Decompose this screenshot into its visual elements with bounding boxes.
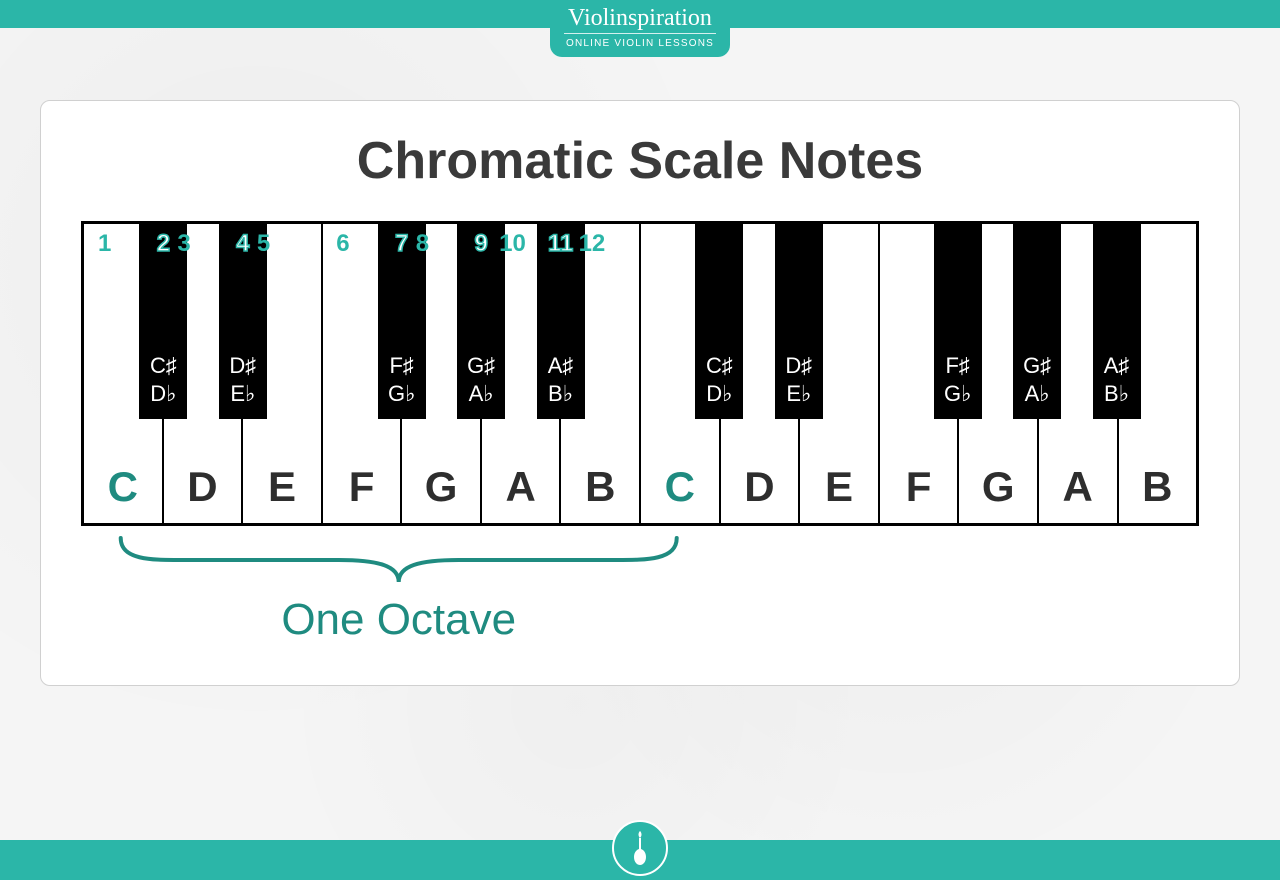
brand-badge: Violinspiration ONLINE VIOLIN LESSONS: [550, 0, 730, 57]
white-note-label: B: [1142, 463, 1172, 511]
white-note-label: F: [906, 463, 932, 511]
brand-divider: [564, 33, 716, 34]
chromatic-number: 4: [236, 230, 249, 258]
white-key: C: [641, 224, 721, 523]
footer-logo-circle: [612, 820, 668, 876]
white-key: C: [84, 224, 164, 523]
white-note-label: A: [506, 463, 536, 511]
white-key: E: [800, 224, 880, 523]
white-key: B: [1119, 224, 1197, 523]
white-note-label: C: [665, 463, 695, 511]
white-note-label: G: [982, 463, 1015, 511]
chromatic-number: 1: [98, 230, 111, 258]
content-card: Chromatic Scale Notes CDEFGABCDEFGAB C♯D…: [40, 100, 1240, 686]
white-note-label: F: [349, 463, 375, 511]
white-key: D: [164, 224, 244, 523]
chromatic-numbers: 123456789101112: [84, 230, 1196, 260]
chromatic-number: 11: [548, 230, 573, 258]
chromatic-number: 6: [336, 230, 349, 258]
violin-icon: [629, 829, 651, 867]
white-key: A: [1039, 224, 1119, 523]
chromatic-number: 5: [257, 230, 270, 258]
brand-name: Violinspiration: [564, 6, 716, 30]
header-bar: Violinspiration ONLINE VIOLIN LESSONS: [0, 0, 1280, 50]
piano-keyboard: CDEFGABCDEFGAB C♯D♭D♯E♭F♯G♭G♯A♭A♯B♭C♯D♭D…: [81, 221, 1199, 526]
chromatic-number: 9: [474, 230, 487, 258]
white-note-label: B: [585, 463, 615, 511]
chromatic-number: 8: [416, 230, 429, 258]
white-key: G: [402, 224, 482, 523]
brace-svg: [81, 530, 1199, 600]
white-note-label: D: [744, 463, 774, 511]
chromatic-number: 2: [157, 230, 170, 258]
octave-label: One Octave: [121, 595, 677, 645]
footer-bar: [0, 832, 1280, 880]
white-key: G: [959, 224, 1039, 523]
white-note-label: D: [187, 463, 217, 511]
white-note-label: E: [825, 463, 853, 511]
white-key: B: [561, 224, 641, 523]
white-key: A: [482, 224, 562, 523]
white-note-label: C: [108, 463, 138, 511]
chromatic-number: 10: [499, 230, 526, 258]
white-key: F: [323, 224, 403, 523]
chromatic-number: 12: [579, 230, 606, 258]
chromatic-number: 7: [395, 230, 408, 258]
page-title: Chromatic Scale Notes: [81, 131, 1199, 191]
chromatic-number: 3: [177, 230, 190, 258]
octave-brace: [81, 530, 1199, 600]
white-key: F: [880, 224, 960, 523]
white-note-label: E: [268, 463, 296, 511]
white-note-label: A: [1063, 463, 1093, 511]
white-key: E: [243, 224, 323, 523]
brand-subtitle: ONLINE VIOLIN LESSONS: [564, 38, 716, 49]
white-key: D: [721, 224, 801, 523]
white-note-label: G: [425, 463, 458, 511]
white-keys-row: CDEFGABCDEFGAB: [84, 224, 1196, 523]
